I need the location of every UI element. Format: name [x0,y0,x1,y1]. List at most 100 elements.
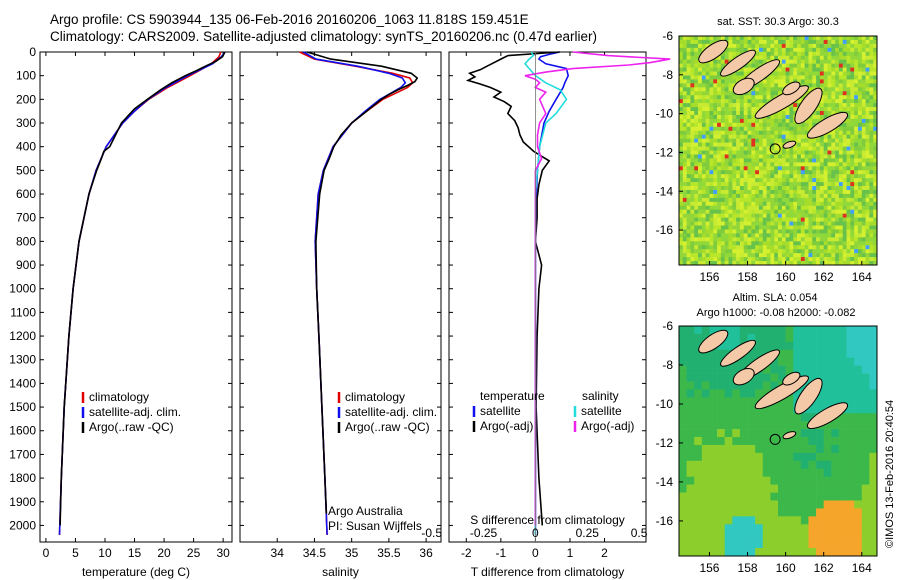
map-cell [690,158,695,163]
map-cell [724,484,733,493]
map-cell [869,87,874,92]
map-cell [835,99,840,104]
map-cell [770,122,775,128]
map-cell [770,333,779,343]
map-cell [728,118,733,124]
map-cell [835,178,840,183]
map-cell [873,170,878,175]
map-cell [762,150,767,155]
diff-temp-satellite-line [534,51,570,535]
map-cell [819,178,824,183]
map-cell [800,95,805,100]
map-cell [709,365,718,374]
map-cell [835,55,840,60]
map-cell [785,158,790,163]
map-cell [816,43,821,49]
map-cell [762,83,767,88]
map-cell [758,39,764,45]
map-cell [816,245,821,250]
map-cell [869,516,878,525]
map-cell [709,516,718,525]
map-cell [838,540,847,549]
map-cell [774,170,779,175]
map-cell [808,233,813,238]
map-cell [816,67,821,72]
map-cell [717,154,722,159]
map-cell [739,162,745,167]
map-cell [873,237,878,242]
map-cell [831,508,840,517]
map-cell [800,154,805,159]
map-cell [869,158,874,163]
map-cell [774,67,779,72]
map-cell [736,170,741,175]
map-cell [739,229,745,234]
map-cell [679,349,687,359]
map-cell [857,111,863,116]
map-cell [800,452,809,462]
x-tick-label: 0 [532,546,539,560]
map-cell [705,205,710,211]
map-cell [842,193,847,199]
map-cell [755,51,760,57]
map-cell [846,71,851,76]
map-cell [709,421,718,430]
map-cell [686,540,695,549]
map-cell [732,341,741,351]
map-cell [831,154,836,159]
map-cell [854,122,859,128]
map-cell [865,146,870,151]
map-cell [758,233,764,238]
map-cell [720,241,725,246]
map-cell [869,229,874,234]
map-cell [789,39,794,45]
map-cell [781,193,786,199]
map-cell [728,174,733,179]
map-cell [842,261,847,266]
map-cell [854,253,859,258]
map-cell [861,55,866,60]
map-cell [766,146,771,151]
map-cell [701,162,706,167]
map-cell [857,55,863,60]
map-cell [857,51,863,57]
map-cell [682,103,687,108]
map-cell [709,126,714,132]
map-cell [854,241,859,246]
map-cell [774,233,779,238]
map-cell [850,122,855,128]
map-cell [842,221,847,226]
map-cell [842,245,847,250]
map-cell [842,138,847,143]
map-cell [827,51,832,57]
map-cell [827,221,832,226]
map-cell [751,193,756,199]
map-cell [823,79,828,84]
map-cell [835,83,840,88]
map-cell [698,43,703,49]
map-cell [766,261,771,266]
map-cell [778,452,786,462]
map-cell [869,508,878,517]
map-cell [819,59,824,64]
map-cell [785,47,790,53]
map-cell [770,36,775,41]
map-cell [800,221,805,226]
map-cell [690,87,695,92]
map-cell [861,142,866,147]
map-cell [781,229,786,234]
map-cell [854,452,863,462]
map-x-tick-label: 158 [738,561,758,575]
map-cell [804,221,809,226]
map-cell [846,130,851,136]
map-cell [778,197,783,203]
map-cell [812,213,817,218]
map-cell [732,75,737,80]
map-cell [835,75,840,80]
map-cell [831,524,840,533]
map-cell [743,205,748,211]
map-cell [758,193,764,199]
sla-map-frame [678,325,878,557]
map-cell [694,111,699,116]
map-cell [808,516,817,525]
